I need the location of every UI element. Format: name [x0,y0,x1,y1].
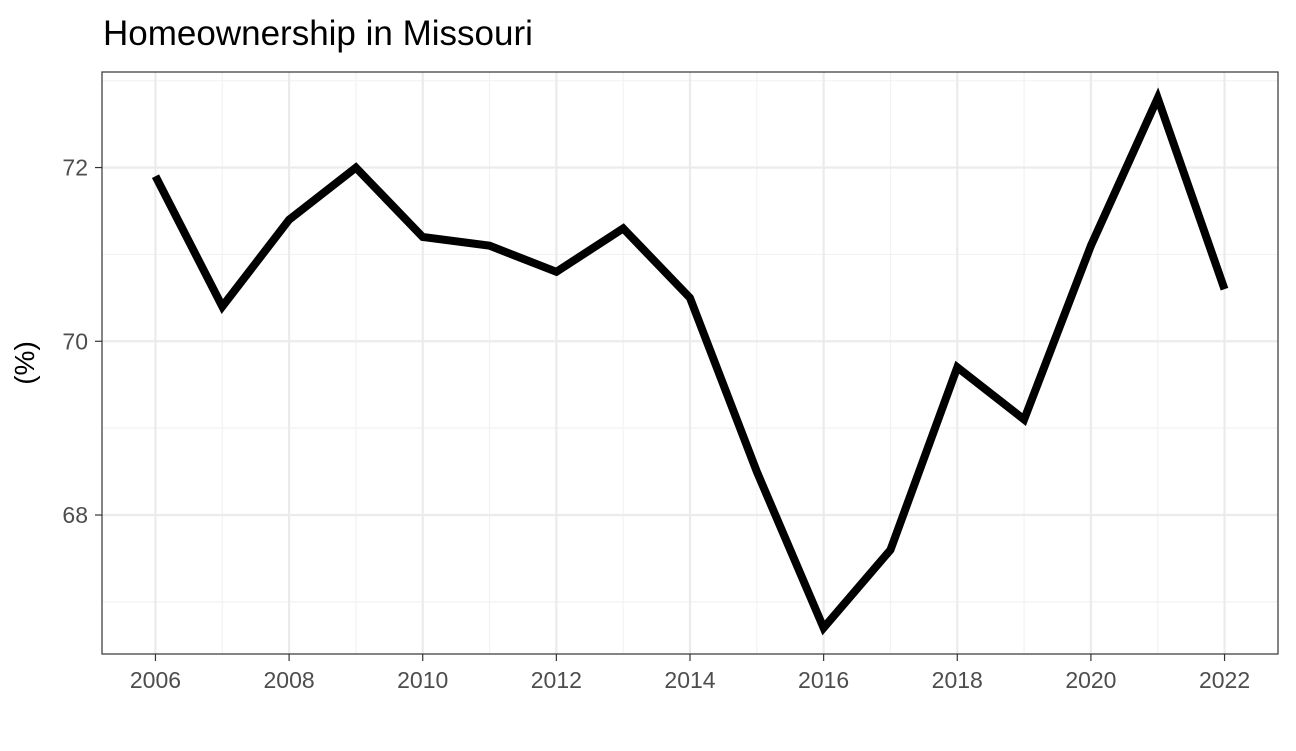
x-tick-label: 2016 [798,667,849,693]
major-gridlines [102,72,1278,654]
y-axis-title: (%) [9,341,40,385]
x-tick-label: 2020 [1065,667,1116,693]
series-line [151,87,1229,636]
x-tick-label: 2006 [130,667,181,693]
y-axis: 68 70 72 [62,155,102,528]
y-tick-label: 70 [62,328,88,354]
chart-title: Homeownership in Missouri [103,14,533,53]
x-tick-label: 2008 [264,667,315,693]
x-tick-label: 2014 [664,667,715,693]
y-tick-label: 72 [62,155,88,181]
x-tick-label: 2022 [1199,667,1250,693]
series-layer [151,87,1229,636]
x-tick-label: 2018 [932,667,983,693]
x-tick-label: 2010 [397,667,448,693]
x-axis: 2006 2008 2010 2012 2014 2016 2018 2020 2022 [130,654,1250,693]
y-tick-label: 68 [62,502,88,528]
x-tick-label: 2012 [531,667,582,693]
